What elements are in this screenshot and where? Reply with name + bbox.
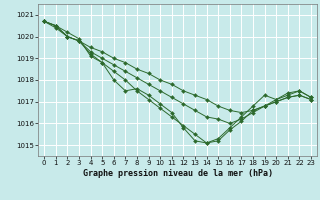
X-axis label: Graphe pression niveau de la mer (hPa): Graphe pression niveau de la mer (hPa) (83, 169, 273, 178)
